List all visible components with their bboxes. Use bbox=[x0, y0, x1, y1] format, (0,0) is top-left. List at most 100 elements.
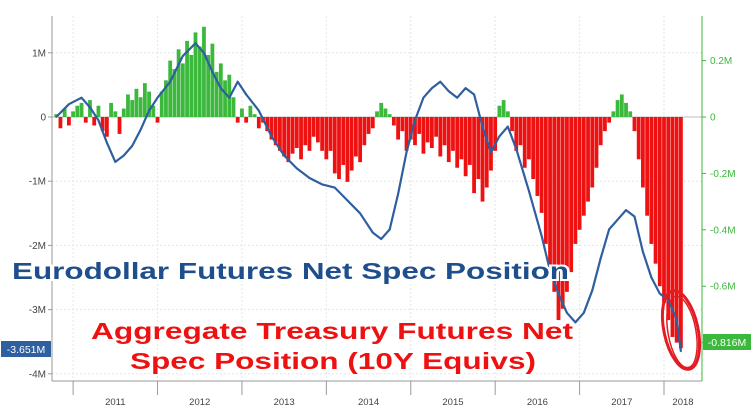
bar bbox=[286, 117, 291, 163]
annotation-eurodollar: Eurodollar Futures Net Spec Position bbox=[12, 258, 569, 284]
line-point bbox=[169, 80, 172, 83]
bar bbox=[223, 80, 227, 117]
bar bbox=[256, 117, 261, 129]
bar bbox=[189, 54, 194, 117]
line-point bbox=[616, 218, 619, 221]
bar bbox=[653, 117, 658, 264]
bar bbox=[628, 111, 633, 117]
bar bbox=[539, 117, 544, 213]
line-point bbox=[680, 350, 682, 353]
bar bbox=[577, 117, 582, 230]
line-point bbox=[675, 318, 678, 321]
bar bbox=[155, 117, 160, 123]
bar bbox=[514, 117, 519, 151]
bar bbox=[96, 105, 101, 117]
bar bbox=[197, 46, 202, 117]
line-point bbox=[333, 186, 336, 189]
line-point bbox=[625, 209, 627, 212]
bar bbox=[210, 43, 215, 117]
line-point bbox=[131, 145, 134, 147]
bar bbox=[240, 108, 244, 117]
bar bbox=[354, 117, 358, 157]
bar bbox=[206, 54, 211, 117]
line-point bbox=[528, 189, 530, 192]
line-point bbox=[464, 87, 467, 89]
bar bbox=[565, 117, 569, 292]
x-tick-label: 2014 bbox=[358, 397, 379, 408]
right-last-value-bg bbox=[703, 334, 751, 350]
bar bbox=[269, 117, 274, 140]
line-point bbox=[481, 125, 484, 128]
line-point bbox=[422, 96, 425, 99]
bar bbox=[349, 117, 354, 171]
line-point bbox=[148, 109, 151, 112]
bar bbox=[383, 108, 388, 117]
bar bbox=[556, 117, 561, 321]
bar bbox=[316, 117, 320, 143]
annotation-treasury-line-1: Aggregate Treasury Futures Net bbox=[91, 318, 573, 344]
line-point bbox=[359, 212, 361, 215]
line-point bbox=[414, 119, 416, 122]
line-point bbox=[473, 93, 475, 96]
line-point bbox=[114, 161, 117, 163]
left-tick-label: -4M bbox=[29, 369, 46, 380]
bar bbox=[290, 117, 295, 154]
bar bbox=[649, 117, 654, 244]
bar bbox=[510, 117, 514, 132]
bar bbox=[446, 117, 451, 163]
right-last-value-label: -0.816M bbox=[708, 337, 747, 349]
bar bbox=[366, 117, 371, 134]
bar bbox=[320, 117, 325, 151]
line-point bbox=[211, 71, 214, 73]
bar bbox=[641, 117, 645, 188]
bar bbox=[126, 94, 130, 117]
line-point bbox=[557, 292, 560, 295]
right-tick-label: -0.6M bbox=[710, 282, 736, 293]
bar bbox=[130, 100, 135, 117]
line-point bbox=[283, 154, 285, 157]
bar bbox=[391, 117, 396, 126]
left-last-value-badge: -3.651M bbox=[1, 341, 51, 357]
bar bbox=[442, 117, 447, 146]
bar bbox=[345, 117, 350, 182]
line-point bbox=[156, 96, 159, 99]
bar bbox=[172, 69, 177, 117]
x-tick-label: 2012 bbox=[189, 397, 210, 408]
bar bbox=[218, 63, 223, 117]
bar bbox=[83, 117, 88, 123]
line-point bbox=[97, 119, 100, 122]
bar bbox=[307, 117, 312, 151]
line-point bbox=[89, 106, 91, 109]
left-tick-label: 1M bbox=[32, 48, 46, 59]
line-point bbox=[642, 250, 644, 253]
line-point bbox=[388, 228, 391, 231]
left-tick-label: 0 bbox=[40, 113, 46, 124]
bar bbox=[619, 94, 624, 117]
bar bbox=[438, 117, 443, 157]
bar bbox=[624, 102, 628, 117]
bar bbox=[375, 111, 379, 117]
bar bbox=[459, 117, 464, 160]
bar bbox=[164, 80, 168, 117]
line-point bbox=[203, 51, 205, 54]
bar bbox=[248, 105, 253, 117]
x-tick-label: 2016 bbox=[527, 397, 548, 408]
bar bbox=[58, 117, 63, 129]
x-tick-label: 2013 bbox=[274, 397, 295, 408]
line-point bbox=[405, 151, 408, 154]
bar bbox=[176, 49, 181, 117]
bar bbox=[548, 117, 552, 273]
right-tick-label: -0.2M bbox=[710, 169, 736, 180]
line-point bbox=[447, 90, 450, 93]
line-point bbox=[219, 87, 222, 89]
bar bbox=[379, 102, 384, 117]
bar bbox=[244, 117, 249, 123]
bar bbox=[493, 117, 498, 151]
line-point bbox=[245, 93, 248, 96]
bar bbox=[489, 117, 493, 171]
bar bbox=[434, 117, 438, 137]
bar bbox=[104, 117, 109, 137]
bar bbox=[480, 117, 485, 202]
bar bbox=[159, 91, 164, 117]
bar bbox=[552, 117, 557, 292]
